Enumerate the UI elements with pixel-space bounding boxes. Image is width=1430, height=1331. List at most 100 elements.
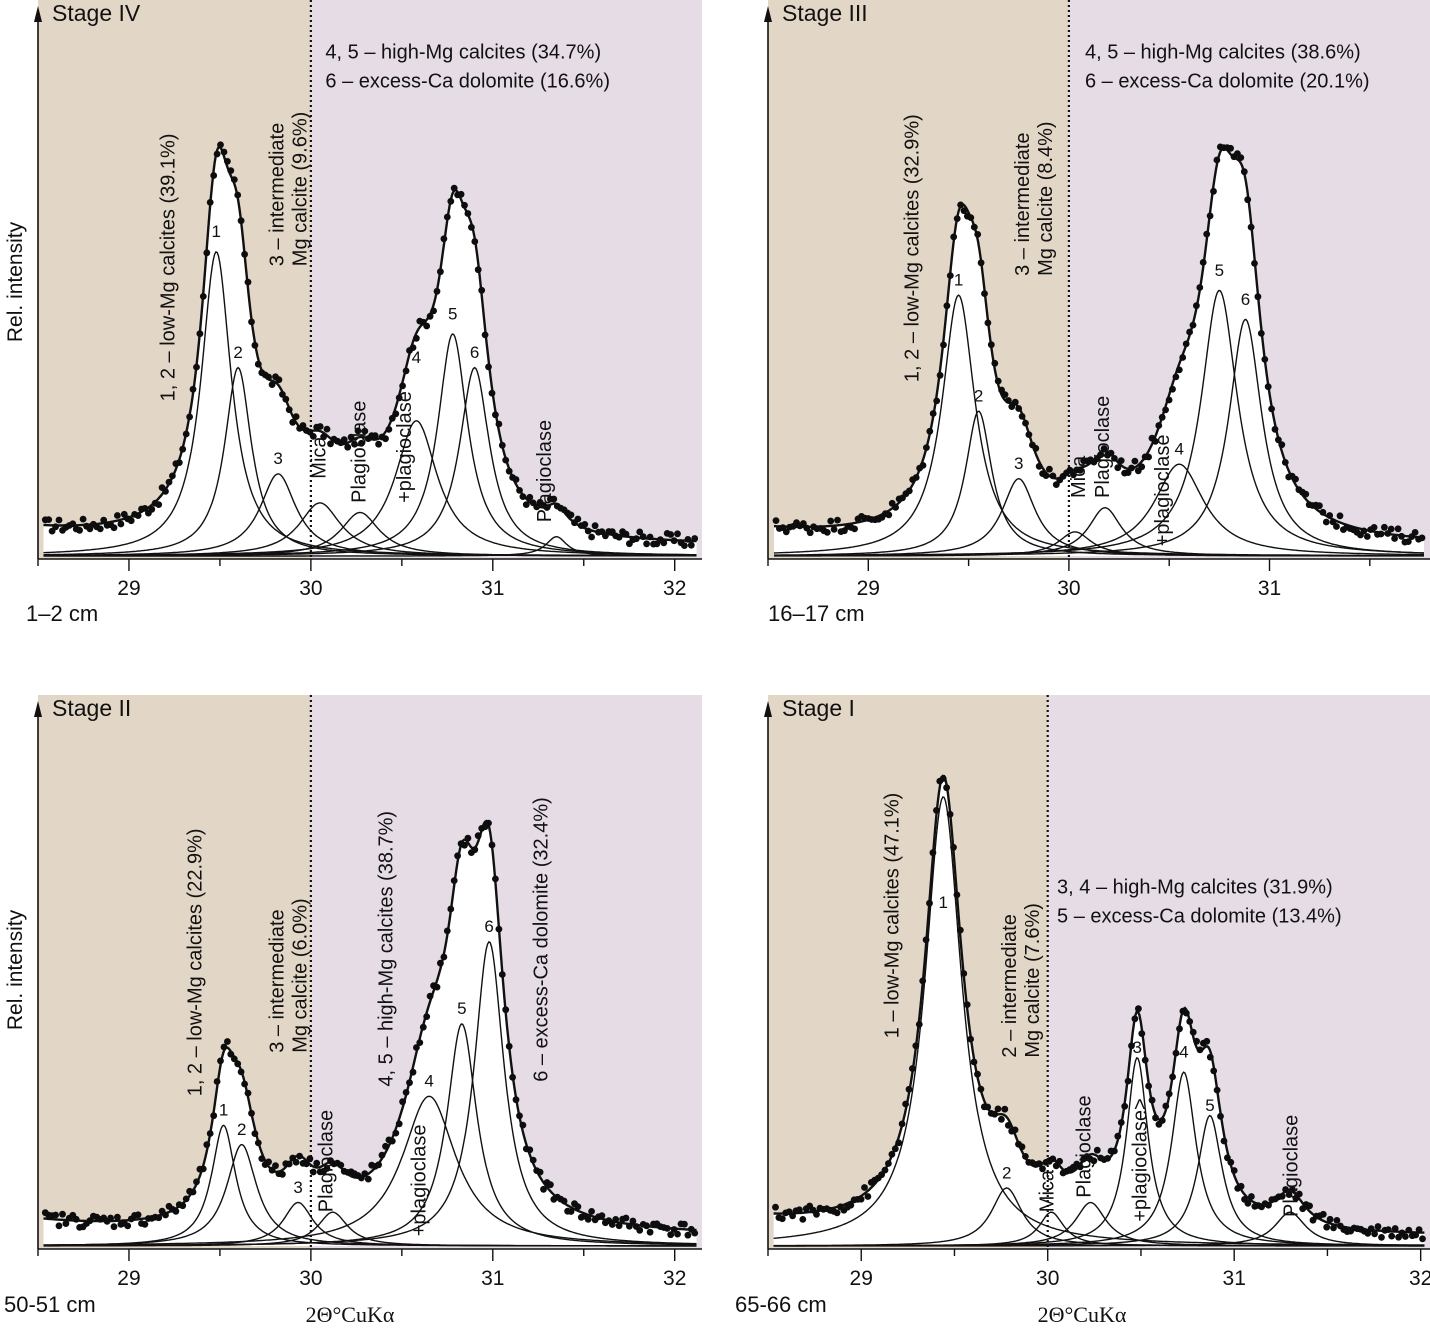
data-point bbox=[987, 341, 995, 349]
data-point bbox=[45, 516, 53, 523]
data-point bbox=[1333, 1217, 1341, 1224]
data-point bbox=[943, 784, 950, 792]
data-point bbox=[681, 542, 688, 549]
data-point bbox=[772, 1203, 779, 1211]
data-point bbox=[485, 363, 492, 371]
data-point bbox=[1213, 156, 1221, 164]
y-axis-label: Rel. intensity bbox=[4, 221, 27, 342]
data-point bbox=[1261, 356, 1269, 363]
data-point bbox=[981, 290, 988, 297]
data-point bbox=[440, 235, 448, 243]
data-point bbox=[946, 272, 954, 279]
data-point bbox=[213, 1078, 221, 1085]
data-point bbox=[509, 1073, 516, 1081]
vertical-annotation: Plagioclase bbox=[1074, 1095, 1096, 1197]
data-point bbox=[206, 1130, 214, 1137]
data-point bbox=[782, 528, 790, 536]
peak-label-2: 2 bbox=[233, 343, 242, 362]
vertical-annotation: Plagioclase bbox=[534, 420, 556, 522]
data-point bbox=[1411, 529, 1419, 536]
y-axis-label: Rel. intensity bbox=[4, 909, 27, 1030]
data-point bbox=[1138, 1030, 1146, 1037]
data-point bbox=[888, 1150, 896, 1158]
data-point bbox=[413, 1044, 420, 1051]
data-point bbox=[488, 841, 496, 849]
peak-label-3: 3 bbox=[1014, 454, 1023, 473]
data-point bbox=[612, 1216, 620, 1223]
data-point bbox=[1213, 1086, 1221, 1094]
component-peak-minor-8 bbox=[43, 535, 697, 557]
data-point bbox=[155, 1214, 163, 1222]
data-point bbox=[450, 184, 458, 192]
data-point bbox=[881, 1166, 889, 1174]
data-point bbox=[1418, 534, 1426, 542]
data-point bbox=[1196, 284, 1204, 291]
data-point bbox=[248, 1109, 255, 1117]
data-point bbox=[1131, 1015, 1139, 1023]
data-point bbox=[1176, 1025, 1183, 1033]
data-point bbox=[526, 1146, 534, 1154]
data-point bbox=[1371, 1230, 1378, 1238]
data-point bbox=[581, 521, 589, 528]
data-point bbox=[1402, 1233, 1409, 1240]
data-point bbox=[399, 382, 406, 390]
data-point bbox=[498, 971, 506, 978]
data-point bbox=[1117, 1119, 1125, 1126]
data-point bbox=[1203, 1037, 1211, 1045]
data-point bbox=[1141, 1056, 1149, 1064]
peak-label-2: 2 bbox=[237, 1120, 246, 1139]
data-point bbox=[1391, 1225, 1399, 1232]
data-point bbox=[684, 536, 692, 543]
data-point bbox=[430, 307, 437, 315]
data-point bbox=[478, 286, 486, 294]
data-point bbox=[210, 172, 218, 179]
data-point bbox=[110, 524, 118, 532]
data-point bbox=[1128, 1042, 1135, 1050]
panel-3: 12 3 4 5 6 29 30 31 32 Stage II 50-51 cm 1, 2 – low… bbox=[4, 695, 702, 1317]
data-point bbox=[1230, 1167, 1238, 1174]
data-point bbox=[1039, 1165, 1046, 1173]
data-point bbox=[323, 1165, 331, 1172]
data-point bbox=[950, 843, 957, 851]
data-point bbox=[1042, 472, 1050, 479]
data-point bbox=[285, 1160, 293, 1168]
data-point bbox=[663, 1225, 671, 1232]
data-point bbox=[234, 1060, 242, 1068]
stage-title: Stage II bbox=[52, 695, 131, 721]
data-point bbox=[279, 391, 286, 398]
data-point bbox=[268, 381, 276, 388]
data-point bbox=[1210, 1067, 1218, 1075]
data-point bbox=[471, 238, 479, 245]
data-point bbox=[1114, 464, 1122, 472]
data-point bbox=[392, 1129, 400, 1137]
component-peak-4 bbox=[43, 1095, 697, 1246]
data-point bbox=[984, 1103, 992, 1111]
data-point bbox=[289, 418, 297, 426]
data-point bbox=[474, 832, 482, 840]
data-point bbox=[1282, 1186, 1289, 1193]
data-point bbox=[885, 511, 893, 519]
data-point bbox=[206, 199, 214, 206]
data-point bbox=[1138, 463, 1146, 471]
data-point bbox=[52, 523, 59, 531]
data-point bbox=[114, 512, 121, 519]
data-point bbox=[929, 410, 937, 417]
data-point bbox=[1035, 1160, 1043, 1168]
data-point bbox=[457, 190, 465, 198]
data-point bbox=[974, 231, 982, 238]
data-point bbox=[378, 1151, 386, 1159]
data-point bbox=[639, 533, 647, 541]
data-point bbox=[1285, 1191, 1293, 1198]
x-tick-label: 31 bbox=[481, 1267, 504, 1290]
data-point bbox=[248, 318, 255, 326]
data-point bbox=[1281, 459, 1289, 466]
data-point bbox=[1206, 212, 1214, 220]
data-point bbox=[960, 207, 968, 215]
data-point bbox=[96, 525, 104, 533]
data-point bbox=[182, 1195, 190, 1203]
data-point bbox=[189, 1188, 197, 1196]
data-point bbox=[244, 278, 252, 286]
data-point bbox=[217, 1057, 224, 1065]
data-point bbox=[165, 478, 173, 486]
data-point bbox=[615, 1222, 623, 1230]
